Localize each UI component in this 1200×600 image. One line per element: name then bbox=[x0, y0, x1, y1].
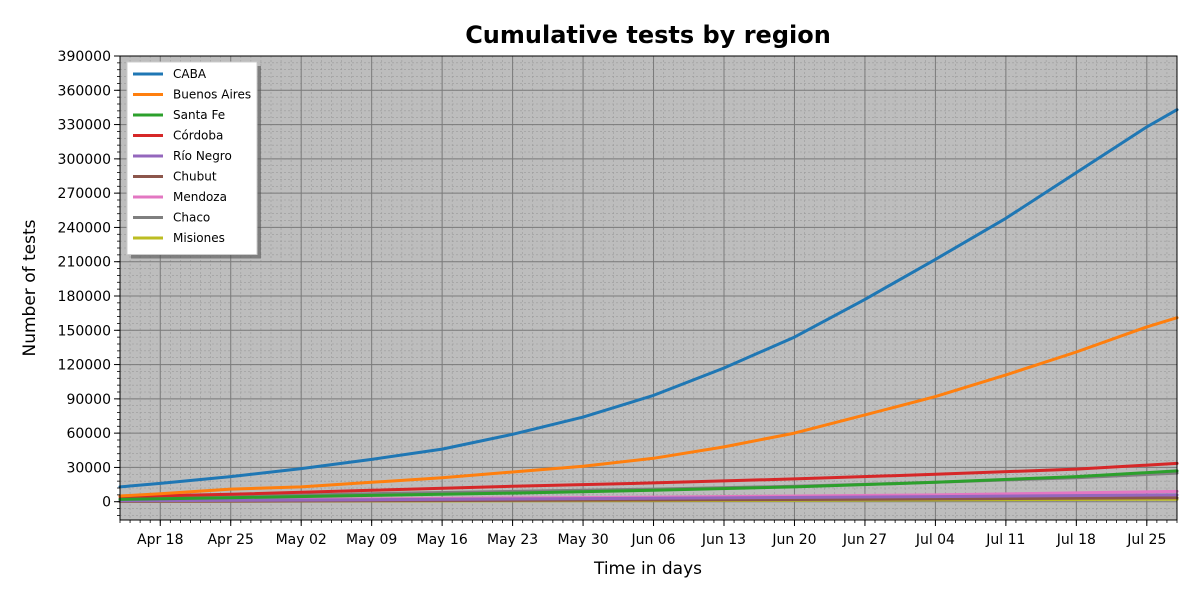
legend-label-chaco: Chaco bbox=[173, 211, 210, 225]
y-tick-label: 120000 bbox=[58, 358, 111, 374]
x-tick-label: Jun 27 bbox=[842, 532, 887, 548]
legend: CABA Buenos Aires Santa Fe Córdoba Río Negro… bbox=[126, 61, 261, 259]
legend-label-misiones: Misiones bbox=[173, 231, 225, 245]
x-tick-label: Apr 25 bbox=[207, 532, 253, 548]
y-tick-label: 60000 bbox=[66, 426, 111, 442]
y-tick-label: 300000 bbox=[58, 152, 111, 168]
x-tick-label: Jun 06 bbox=[630, 532, 675, 548]
legend-label-santa-fe: Santa Fe bbox=[173, 108, 225, 122]
y-tick-label: 210000 bbox=[58, 255, 111, 271]
x-tick-label: Jun 20 bbox=[771, 532, 816, 548]
plot-area bbox=[120, 56, 1177, 520]
legend-label-r-o-negro: Río Negro bbox=[173, 149, 232, 163]
y-tick-label: 360000 bbox=[58, 83, 111, 99]
x-tick-label: Jul 25 bbox=[1126, 532, 1166, 548]
series-line-caba bbox=[118, 108, 1179, 489]
x-tick-label: Jun 13 bbox=[701, 532, 746, 548]
x-axis: Apr 18 Apr 25 May 02 May 09 May 16 May 23 May … bbox=[119, 520, 1178, 548]
x-axis-label: Time in days bbox=[593, 559, 702, 579]
x-tick-label: May 09 bbox=[346, 532, 397, 548]
y-axis-label: Number of tests bbox=[20, 219, 40, 356]
legend-label-c-rdoba: Córdoba bbox=[173, 129, 223, 143]
series-line-buenos-aires bbox=[118, 316, 1179, 498]
legend-label-buenos-aires: Buenos Aires bbox=[173, 88, 251, 102]
plot-frame bbox=[119, 55, 1178, 521]
series-lines bbox=[118, 108, 1179, 503]
y-tick-label: 90000 bbox=[66, 392, 111, 408]
y-tick-label: 180000 bbox=[58, 289, 111, 305]
y-tick-label: 270000 bbox=[58, 186, 111, 202]
series-line-r-o-negro bbox=[118, 493, 1179, 503]
x-tick-label: May 16 bbox=[417, 532, 468, 548]
y-tick-label: 390000 bbox=[58, 49, 111, 65]
legend-label-caba: CABA bbox=[173, 67, 207, 81]
x-tick-label: May 30 bbox=[557, 532, 608, 548]
x-tick-label: Jul 04 bbox=[915, 532, 955, 548]
y-tick-label: 330000 bbox=[58, 118, 111, 134]
chart-title: Cumulative tests by region bbox=[465, 21, 831, 49]
x-tick-label: Jul 11 bbox=[985, 532, 1025, 548]
series-line-santa-fe bbox=[118, 469, 1179, 501]
y-tick-label: 0 bbox=[102, 495, 111, 511]
series-line-c-rdoba bbox=[118, 461, 1179, 499]
legend-label-chubut: Chubut bbox=[173, 170, 217, 184]
y-tick-label: 30000 bbox=[66, 460, 111, 476]
x-tick-label: May 02 bbox=[276, 532, 327, 548]
y-axis: 0 30000 60000 90000 120000 150000 180000 210000… bbox=[58, 49, 120, 516]
legend-label-mendoza: Mendoza bbox=[173, 190, 227, 204]
x-tick-label: Jul 18 bbox=[1056, 532, 1096, 548]
y-tick-label: 150000 bbox=[58, 323, 111, 339]
x-tick-label: Apr 18 bbox=[137, 532, 183, 548]
x-tick-label: May 23 bbox=[487, 532, 538, 548]
y-tick-label: 240000 bbox=[58, 220, 111, 236]
